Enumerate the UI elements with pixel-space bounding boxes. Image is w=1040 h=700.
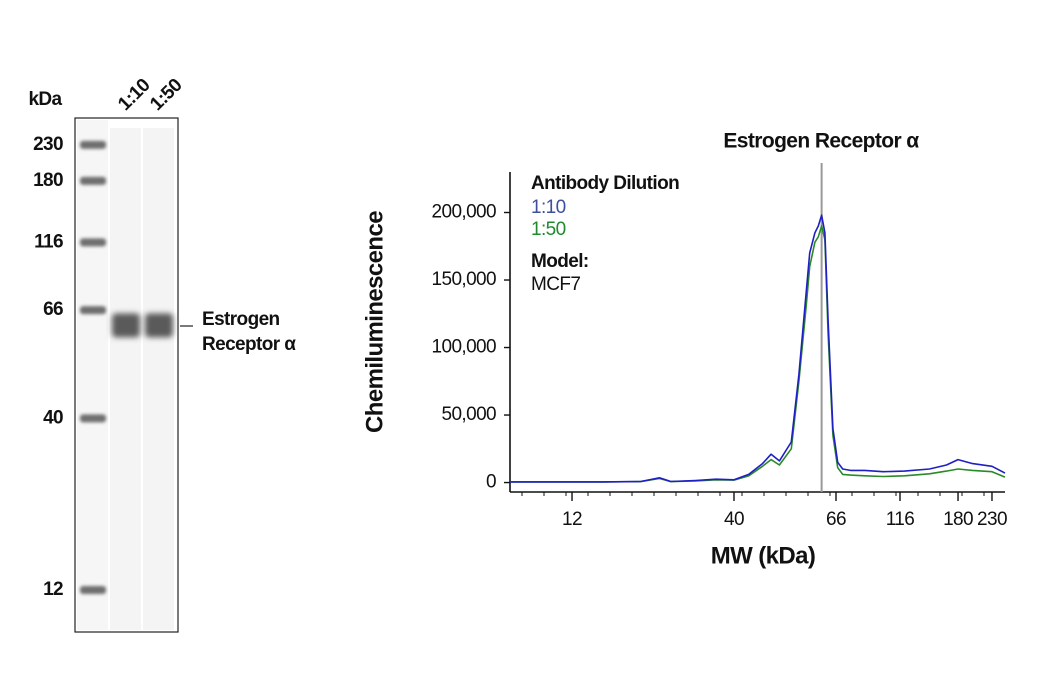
ladder-label: 180 [33,170,63,191]
x-tick-label: 66 [826,509,846,530]
y-tick-label: 50,000 [441,404,496,425]
ladder-band [80,306,106,315]
ladder-label: 12 [43,579,63,600]
x-tick-label: 40 [724,509,744,530]
y-tick-label: 0 [486,472,496,493]
series-line [510,214,1006,483]
chart: Estrogen Receptor α MW (kDa) Chemilumine… [361,130,1007,570]
y-tick-label: 200,000 [432,202,497,223]
ladder-lane [77,120,108,630]
ladder-band [80,238,106,247]
unit-label: kDa [28,89,62,110]
ladder-band [80,586,106,594]
legend-entry: 1:50 [531,219,566,240]
band-label: Estrogen [202,309,280,330]
x-tick-label: 230 [977,509,1007,530]
ladder-label: 116 [34,231,63,252]
y-tick-label: 100,000 [432,337,497,358]
legend-title: Antibody Dilution [531,173,679,194]
annotation-label: Estrogen Receptor α [723,130,919,153]
ladder-label: 66 [43,299,63,320]
model-name: MCF7 [531,274,580,295]
y-tick-label: 150,000 [432,269,497,290]
legend-entry: 1:10 [531,197,566,218]
sample-lane [143,128,174,630]
x-tick-label: 180 [943,509,973,530]
lane-label: 1:10 [114,75,154,115]
x-tick-label: 116 [886,509,915,530]
sample-band [112,313,140,338]
ladder-band [80,140,106,149]
model-label: Model: [531,251,589,272]
x-tick-label: 12 [562,509,582,530]
lane-label: 1:50 [146,75,186,115]
ladder-band [80,176,106,185]
band-label: Receptor α [202,334,296,355]
y-axis-title: Chemiluminescence [361,211,388,433]
ladder-label: 40 [43,407,63,428]
sample-lane [110,128,141,630]
ladder-label: 230 [33,134,63,155]
ladder-band [80,414,106,423]
x-axis-title: MW (kDa) [711,542,816,569]
sample-band [145,313,173,338]
